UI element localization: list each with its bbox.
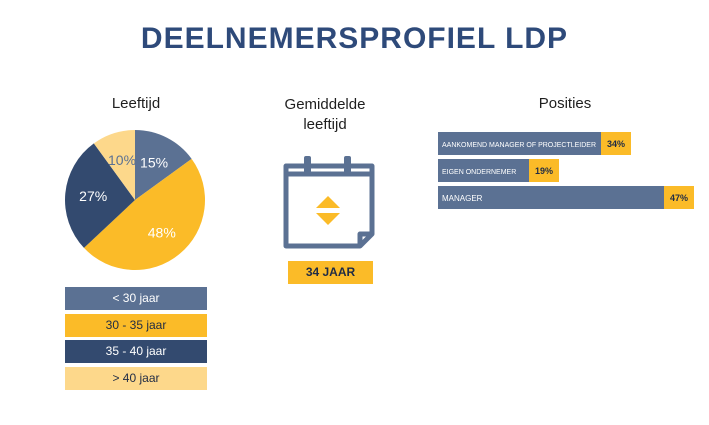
bar-category-2: MANAGER xyxy=(442,194,483,203)
avg-age-heading-line1: Gemiddelde xyxy=(284,96,366,113)
bar-rect-1 xyxy=(438,159,529,182)
avg-age-heading-line2: leeftijd xyxy=(303,116,347,133)
calendar-icon xyxy=(283,156,375,249)
bar-value-label-1: 19% xyxy=(535,166,553,176)
bar-value-bg-2 xyxy=(664,186,694,209)
pie-slice-3 xyxy=(93,130,135,200)
pie-slice-1 xyxy=(83,158,206,271)
pie-label-2: 27% xyxy=(79,188,107,204)
pie-label-0: 15% xyxy=(140,155,168,171)
pie-slice-2 xyxy=(65,143,135,248)
age-pie-chart: 15% 48% 27% 10% xyxy=(65,130,206,271)
position-bar-0: AANKOMEND MANAGER OF PROJECTLEIDER 34% xyxy=(438,132,631,155)
pie-label-1: 48% xyxy=(148,224,176,240)
pie-label-3: 10% xyxy=(108,152,136,168)
bar-rect-2 xyxy=(438,186,664,209)
positions-heading: Posities xyxy=(538,95,592,112)
avg-age-value: 34 JAAR xyxy=(288,261,373,284)
positions-bar-chart: AANKOMEND MANAGER OF PROJECTLEIDER 34% EIG… xyxy=(438,132,694,209)
avg-age-heading: Gemiddelde leeftijd xyxy=(260,95,390,135)
position-bar-2: MANAGER 47% xyxy=(438,186,694,209)
bar-category-0: AANKOMEND MANAGER OF PROJECTLEIDER xyxy=(442,142,596,149)
age-heading: Leeftijd xyxy=(111,95,161,112)
bar-rect-0 xyxy=(438,132,601,155)
pie-slice-0 xyxy=(135,130,192,200)
legend-item-under-30: < 30 jaar xyxy=(65,287,207,310)
page-title: DEELNEMERSPROFIEL LDP xyxy=(140,22,569,55)
legend-item-30-35: 30 - 35 jaar xyxy=(65,314,207,337)
bar-value-label-0: 34% xyxy=(607,139,625,149)
bar-value-bg-1 xyxy=(529,159,559,182)
bar-category-1: EIGEN ONDERNEMER xyxy=(442,169,516,176)
legend-item-35-40: 35 - 40 jaar xyxy=(65,340,207,363)
bar-value-bg-0 xyxy=(601,132,631,155)
position-bar-1: EIGEN ONDERNEMER 19% xyxy=(438,159,559,182)
bar-value-label-2: 47% xyxy=(670,193,688,203)
legend-item-over-40: > 40 jaar xyxy=(65,367,207,390)
